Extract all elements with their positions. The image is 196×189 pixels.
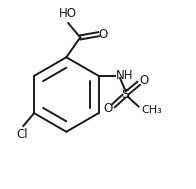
Text: S: S xyxy=(122,88,130,101)
Text: HO: HO xyxy=(59,7,77,20)
Text: O: O xyxy=(139,74,149,87)
Text: NH: NH xyxy=(116,69,134,82)
Text: O: O xyxy=(98,28,107,41)
Text: Cl: Cl xyxy=(16,128,28,141)
Text: O: O xyxy=(104,102,113,115)
Text: CH₃: CH₃ xyxy=(142,105,162,115)
